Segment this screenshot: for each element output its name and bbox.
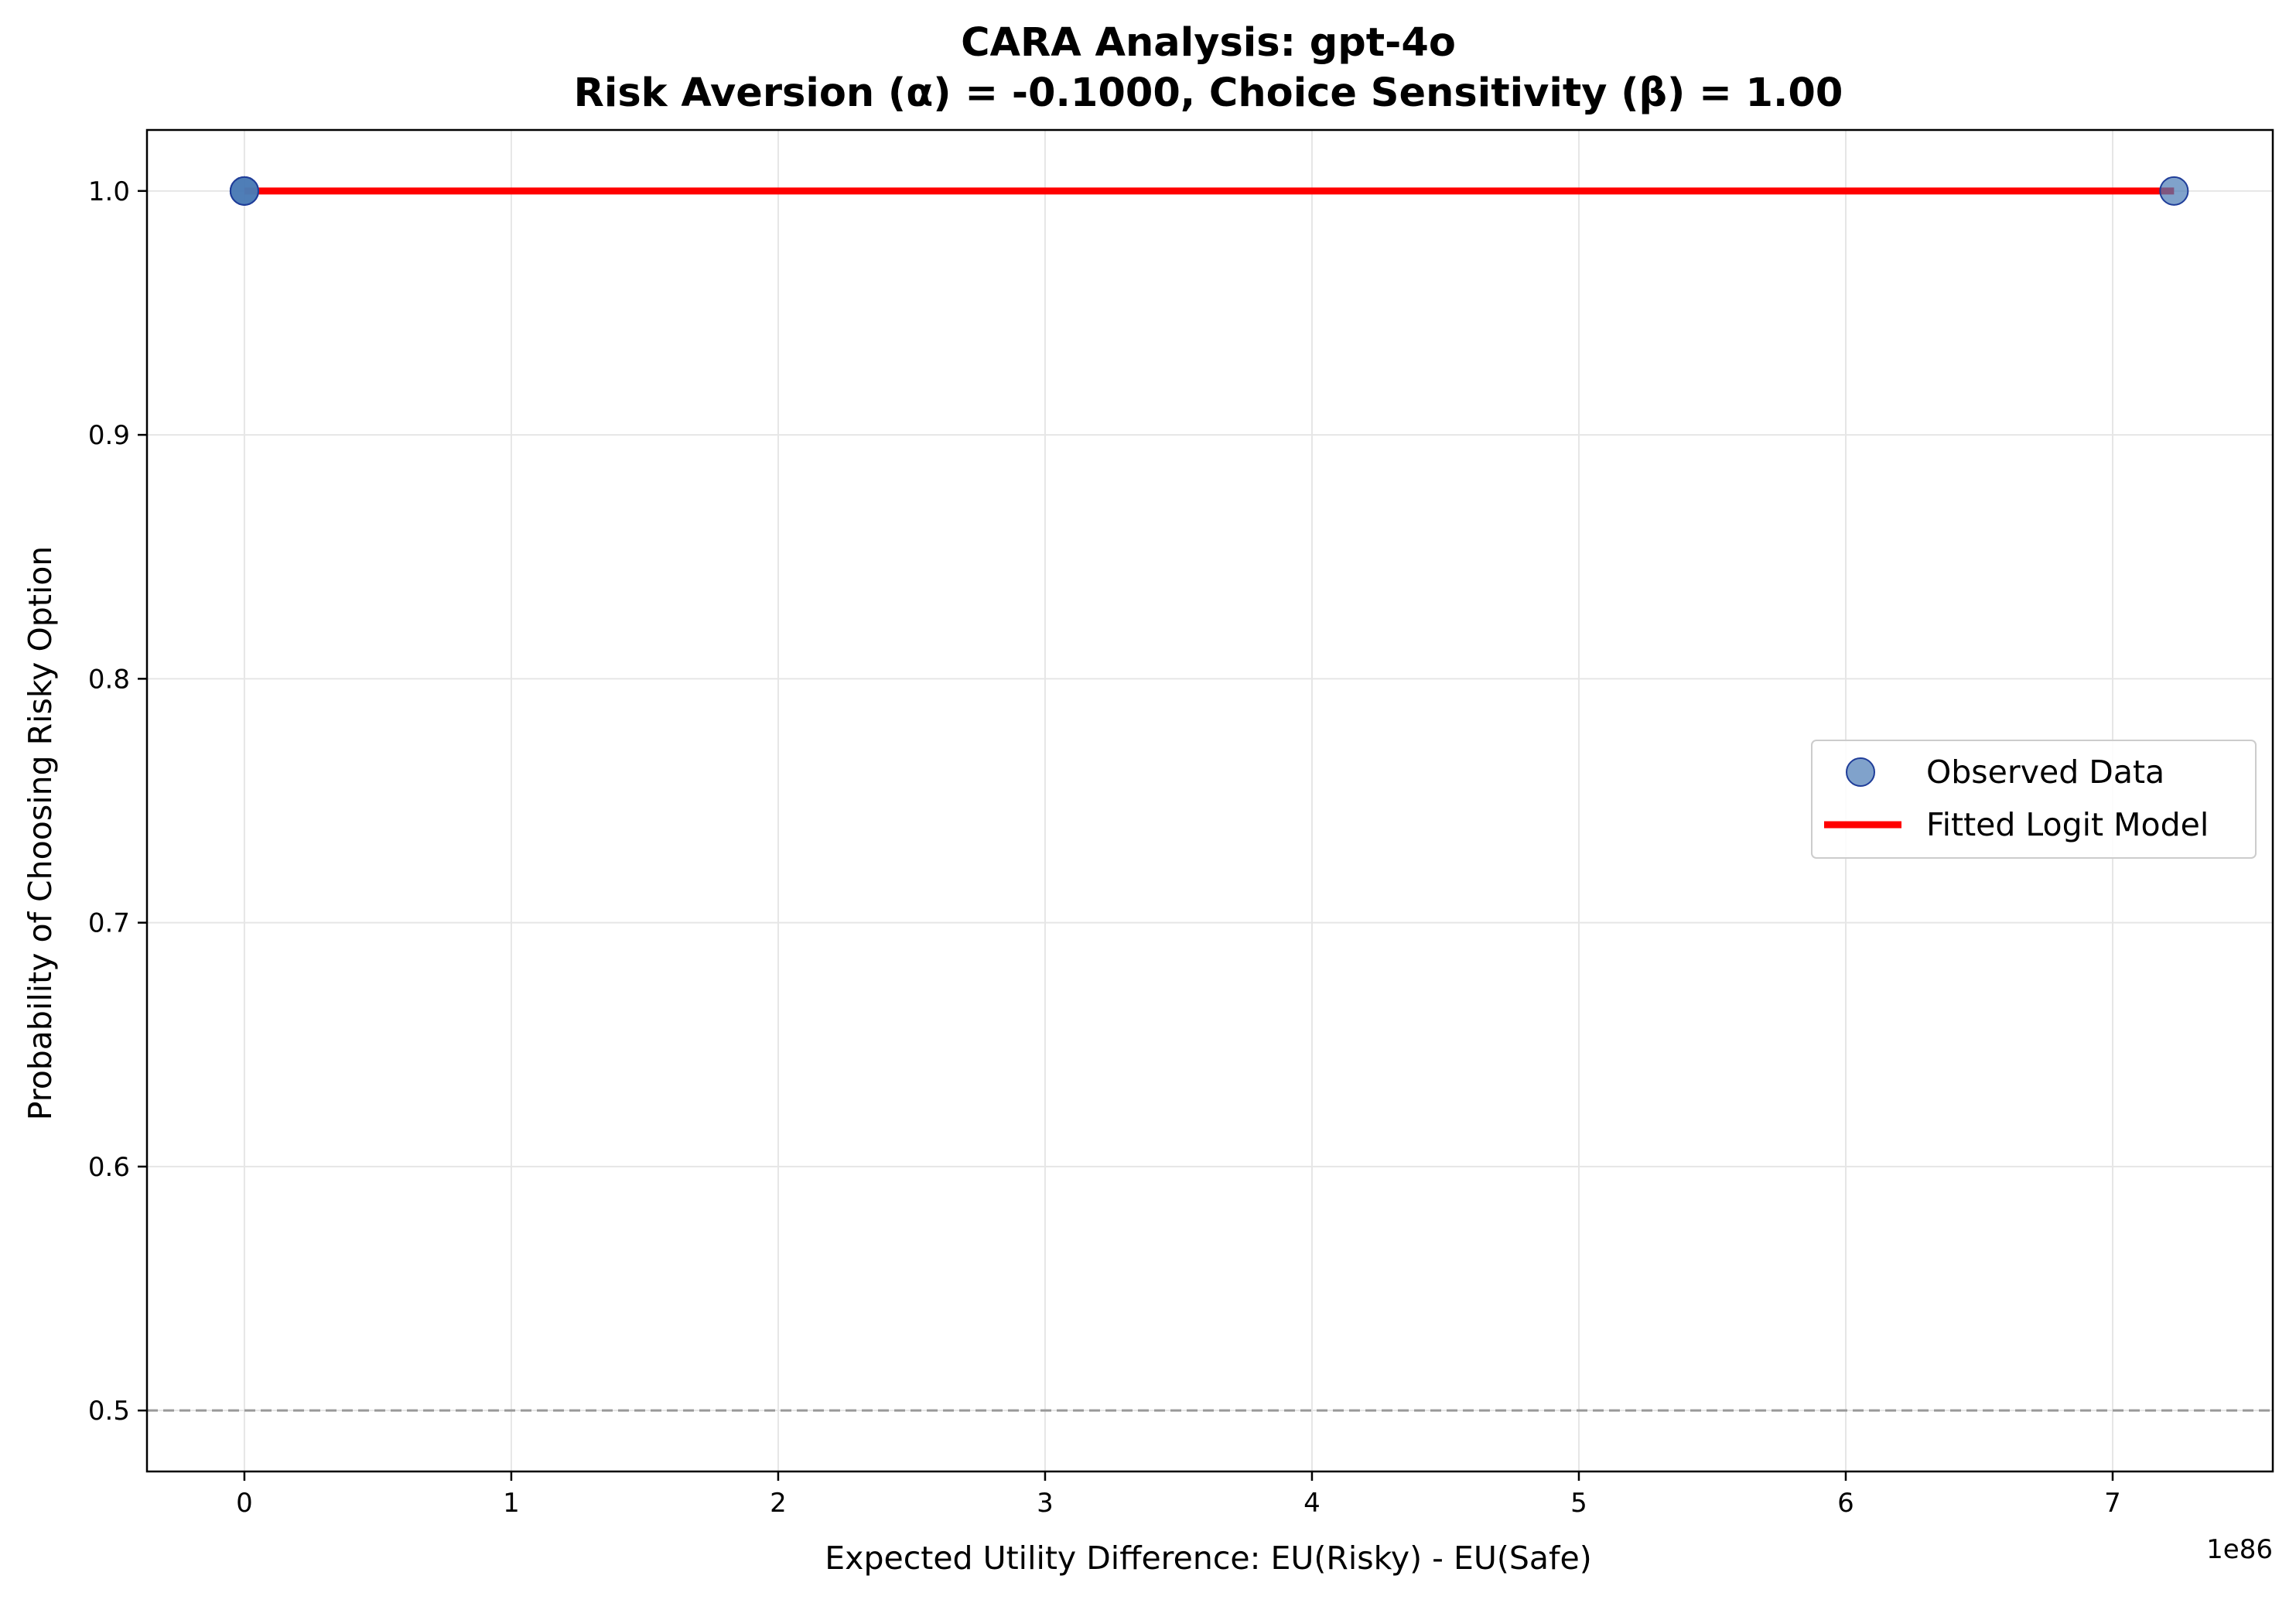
y-tick-label: 0.9 xyxy=(88,420,130,451)
legend-label-fitted-logit-model: Fitted Logit Model xyxy=(1926,806,2209,843)
chart-title: CARA Analysis: gpt-4o xyxy=(961,20,1456,66)
legend-label-observed-data: Observed Data xyxy=(1926,754,2164,791)
x-tick-label: 1 xyxy=(503,1488,520,1519)
x-tick-label: 5 xyxy=(1570,1488,1587,1519)
legend-box xyxy=(1811,740,2257,859)
x-tick-label: 4 xyxy=(1303,1488,1321,1519)
plot-area: 0 1 2 3 4 5 6 7 0.5 0.6 0.7 0.8 0.9 1.0 xyxy=(88,128,2274,1519)
x-axis-label: Expected Utility Difference: EU(Risky) -… xyxy=(825,1540,1591,1577)
x-tick-label: 7 xyxy=(2104,1488,2121,1519)
y-tick-label: 0.7 xyxy=(88,908,130,939)
y-tick-label: 0.5 xyxy=(88,1396,130,1427)
x-tick-label: 2 xyxy=(770,1488,787,1519)
x-tick-label: 0 xyxy=(236,1488,253,1519)
y-tick-label: 1.0 xyxy=(88,176,130,207)
data-point xyxy=(2159,176,2189,206)
axes-frame xyxy=(145,128,2274,1473)
x-tick-label: 3 xyxy=(1037,1488,1054,1519)
data-point xyxy=(229,176,259,206)
x-tick-label: 6 xyxy=(1837,1488,1854,1519)
y-tick-label: 0.6 xyxy=(88,1152,130,1183)
y-axis-label: Probability of Choosing Risky Option xyxy=(22,546,59,1121)
x-axis-offset-label: 1e86 xyxy=(2206,1534,2273,1565)
y-tick-label: 0.8 xyxy=(88,664,130,695)
chart-subtitle: Risk Aversion (α) = -0.1000, Choice Sens… xyxy=(574,70,1843,116)
legend: Observed Data Fitted Logit Model xyxy=(1811,740,2257,859)
legend-marker-observed-data xyxy=(1846,757,1875,787)
